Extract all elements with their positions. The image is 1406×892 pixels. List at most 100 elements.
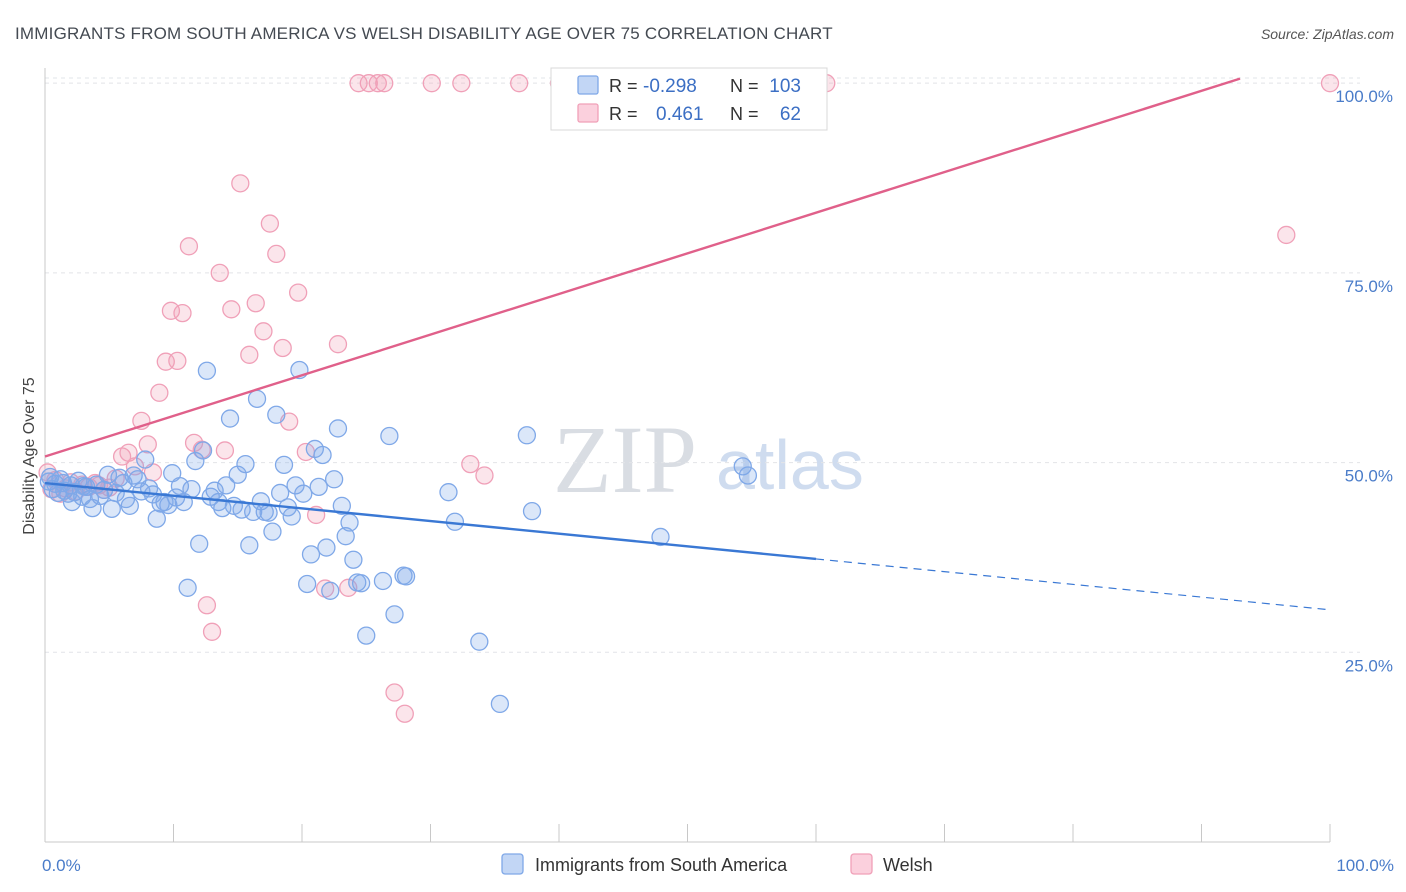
data-point [368, 74, 387, 93]
data-point [510, 74, 529, 93]
data-point [517, 426, 537, 445]
south-america-points [39, 360, 758, 714]
legend-n-value: 103 [769, 76, 801, 97]
data-point [220, 409, 240, 428]
trend-lines [44, 77, 1331, 611]
data-point [1277, 225, 1296, 245]
watermark-zip: ZIP [553, 406, 697, 513]
data-point [240, 536, 259, 555]
welsh-points [38, 74, 1340, 723]
data-point [274, 455, 294, 475]
data-point [452, 74, 471, 93]
data-point [297, 574, 317, 594]
data-point [395, 704, 414, 723]
data-point [470, 632, 489, 651]
data-point [202, 622, 222, 641]
y-axis-label: Disability Age Over 75 [21, 377, 38, 535]
data-point [357, 626, 376, 645]
data-point [288, 283, 308, 302]
data-point [332, 496, 351, 515]
data-point [197, 596, 217, 615]
data-point [215, 441, 235, 460]
data-point [120, 496, 139, 515]
data-point [246, 294, 265, 313]
data-point [294, 484, 313, 503]
axes [44, 68, 1331, 843]
data-point [351, 574, 371, 593]
data-point [159, 495, 178, 515]
y-tick-label: 75.0% [1345, 277, 1393, 296]
legend-swatch-south-america [577, 75, 599, 95]
data-point [328, 419, 348, 438]
data-point [232, 500, 251, 519]
data-point [461, 454, 480, 474]
data-point [179, 237, 199, 256]
data-point [1320, 74, 1340, 93]
data-point [240, 345, 259, 364]
data-point [313, 445, 332, 465]
watermark-atlas: atlas [716, 426, 864, 504]
legend-label-welsh: Welsh [883, 855, 933, 875]
data-point [136, 450, 155, 469]
data-point [317, 538, 336, 557]
data-point [182, 479, 201, 499]
chart-source: Source: ZipAtlas.com [1261, 26, 1394, 42]
data-point [231, 174, 250, 193]
data-point [324, 470, 344, 489]
data-point [222, 300, 241, 319]
gridlines [45, 77, 1360, 653]
data-point [651, 527, 670, 547]
data-point [267, 244, 286, 264]
data-point [301, 545, 321, 564]
data-point [733, 457, 752, 476]
data-point [396, 567, 416, 586]
data-point [168, 351, 187, 371]
legend-r-value: 0.461 [656, 104, 704, 125]
data-point [349, 74, 368, 93]
chart-title: IMMIGRANTS FROM SOUTH AMERICA VS WELSH D… [15, 24, 833, 43]
series-legend: Immigrants from South America Welsh [501, 853, 933, 875]
data-point [328, 335, 348, 354]
data-point [422, 74, 441, 93]
data-point [340, 513, 359, 532]
data-point [217, 476, 236, 495]
data-point [522, 502, 542, 521]
data-point [344, 550, 363, 569]
data-point [62, 492, 82, 512]
data-point [193, 441, 213, 460]
data-point [98, 465, 118, 484]
data-point [475, 466, 494, 485]
data-point [282, 507, 301, 526]
data-point [439, 483, 458, 502]
data-point [385, 683, 404, 702]
data-point [138, 435, 157, 454]
y-tick-label: 25.0% [1345, 656, 1393, 675]
data-point [490, 694, 510, 714]
data-point [263, 522, 282, 541]
correlation-legend: R = -0.298 N = 103 R = 0.461 N = 62 [550, 67, 828, 131]
data-point [192, 440, 211, 459]
data-point [247, 389, 267, 408]
trend-line [44, 481, 817, 561]
y-tick-label: 100.0% [1335, 87, 1393, 106]
data-point [260, 214, 280, 233]
data-point [373, 571, 393, 591]
legend-r-value: -0.298 [643, 76, 697, 97]
legend-n-value: 62 [780, 104, 801, 125]
legend-r-label: R = [609, 104, 638, 124]
data-point [267, 405, 286, 424]
data-point [254, 322, 273, 341]
data-point [309, 477, 328, 497]
x-tick-labels: 0.0% 100.0% [42, 856, 1394, 875]
data-point [738, 466, 758, 485]
data-point [380, 426, 399, 446]
trend-line [44, 77, 1241, 458]
data-point [197, 361, 217, 380]
data-point [321, 581, 340, 600]
data-point [385, 605, 404, 624]
x-tick-label: 100.0% [1336, 856, 1394, 875]
data-point [190, 534, 209, 553]
data-point [150, 383, 169, 402]
data-point [375, 74, 394, 93]
